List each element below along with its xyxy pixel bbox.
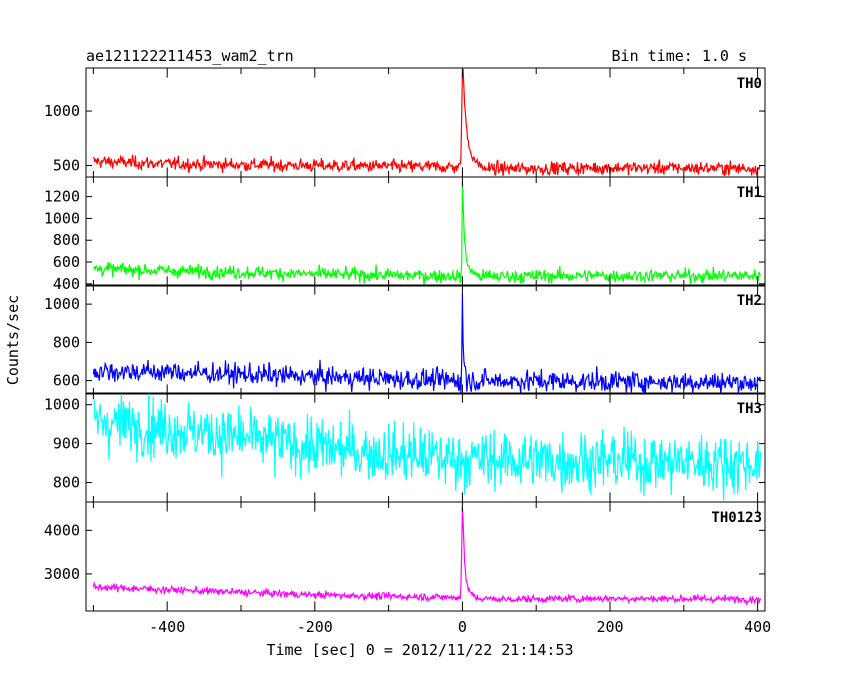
y-tick-label: 1000 <box>44 209 80 227</box>
x-tick-label: -200 <box>297 618 333 636</box>
x-axis-label: Time [sec] 0 = 2012/11/22 21:14:53 <box>266 641 573 659</box>
y-axis-label: Counts/sec <box>4 295 22 385</box>
panel-frame <box>85 501 766 612</box>
y-tick-label: 400 <box>53 275 80 293</box>
y-tick-label: 600 <box>53 372 80 390</box>
panel-label: TH1 <box>737 185 762 201</box>
series-th1 <box>93 183 762 286</box>
panel-th0123: 3000 4000 TH0123 <box>44 501 766 612</box>
panel-frame <box>85 176 766 287</box>
panel-label: TH2 <box>737 293 762 309</box>
y-tick-label: 600 <box>53 253 80 271</box>
panel-label: TH0 <box>737 76 762 92</box>
panel-frame <box>85 284 766 395</box>
panel-th3: 800 900 1000 TH3 <box>44 392 766 503</box>
y-tick-label: 500 <box>53 157 80 175</box>
y-tick-label: 4000 <box>44 521 80 539</box>
x-tick-label: 200 <box>596 618 623 636</box>
series-th0 <box>92 68 761 178</box>
y-tick-label: 1000 <box>44 295 80 313</box>
y-tick-label: 800 <box>53 231 80 249</box>
x-tick-label: -400 <box>149 618 185 636</box>
x-tick-label: 0 <box>458 618 467 636</box>
panel-label: TH0123 <box>711 510 762 526</box>
panel-th1: 400 600 800 1000 1200 TH1 <box>44 176 766 293</box>
y-tick-label: 1000 <box>44 102 80 120</box>
y-tick-label: 3000 <box>44 565 80 583</box>
panel-th0: 500 1000 TH0 <box>44 67 766 178</box>
y-tick-label: 900 <box>53 435 80 453</box>
panel-stack: 500 1000 TH0 400 600 800 1000 1200 TH1 600 800 1000… <box>44 67 771 636</box>
x-tick-label: 400 <box>744 618 771 636</box>
series-th0123 <box>92 507 762 607</box>
y-tick-label: 1200 <box>44 188 80 206</box>
series-th3 <box>92 393 762 501</box>
y-tick-label: 800 <box>53 474 80 492</box>
bin-time-label: Bin time: 1.0 s <box>612 47 747 65</box>
chart-title: ae121122211453_wam2_trn <box>86 47 294 65</box>
series-th2 <box>92 294 762 394</box>
panel-label: TH3 <box>737 401 762 417</box>
y-tick-label: 1000 <box>44 396 80 414</box>
panel-th2: 600 800 1000 TH2 <box>44 284 766 395</box>
y-tick-label: 800 <box>53 333 80 351</box>
